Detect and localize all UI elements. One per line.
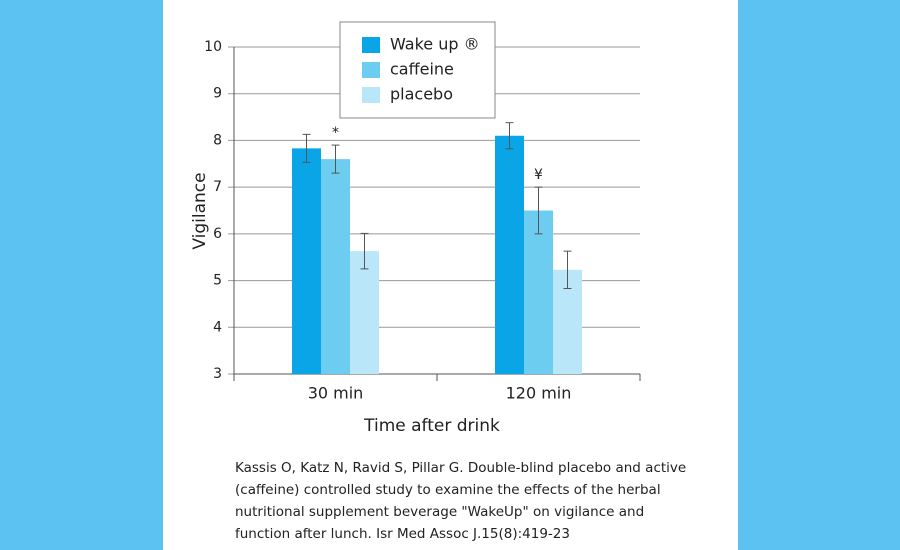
y-tick-label: 6 xyxy=(213,226,222,242)
y-tick-label: 9 xyxy=(213,86,222,102)
bar xyxy=(321,159,350,374)
legend-label: Wake up ® xyxy=(390,35,480,54)
error-bar xyxy=(563,250,572,290)
bar xyxy=(292,148,321,374)
bar xyxy=(350,251,379,374)
legend-label: placebo xyxy=(390,85,453,104)
side-band xyxy=(0,0,163,550)
x-tick-label: 120 min xyxy=(506,384,572,403)
legend-swatch xyxy=(362,62,380,78)
legend-swatch xyxy=(362,87,380,103)
error-bar xyxy=(331,144,340,174)
bar xyxy=(495,135,524,374)
y-tick-label: 4 xyxy=(213,319,222,335)
y-tick-label: 3 xyxy=(213,366,222,382)
y-tick-label: 5 xyxy=(213,273,222,289)
caption-line: (caffeine) controlled study to examine t… xyxy=(235,482,661,498)
caption-line: nutritional supplement beverage "WakeUp"… xyxy=(235,504,644,520)
legend-label: caffeine xyxy=(390,60,454,79)
side-band xyxy=(738,0,900,550)
annotation: * xyxy=(332,125,339,141)
error-bar xyxy=(302,133,311,163)
legend-swatch xyxy=(362,37,380,53)
x-tick-label: 30 min xyxy=(308,384,364,403)
y-tick-label: 10 xyxy=(204,39,222,55)
bar xyxy=(524,210,553,374)
y-tick-label: 7 xyxy=(213,179,222,195)
annotation: ¥ xyxy=(534,167,543,183)
error-bar xyxy=(505,122,514,150)
x-axis-label: Time after drink xyxy=(363,416,500,436)
caption-line: function after lunch. Isr Med Assoc J.15… xyxy=(235,526,570,542)
y-axis-label: Vigilance xyxy=(190,172,210,249)
caption-line: Kassis O, Katz N, Ravid S, Pillar G. Dou… xyxy=(235,460,686,476)
y-tick-label: 8 xyxy=(213,132,222,148)
error-bar xyxy=(534,186,543,235)
error-bar xyxy=(360,232,369,270)
